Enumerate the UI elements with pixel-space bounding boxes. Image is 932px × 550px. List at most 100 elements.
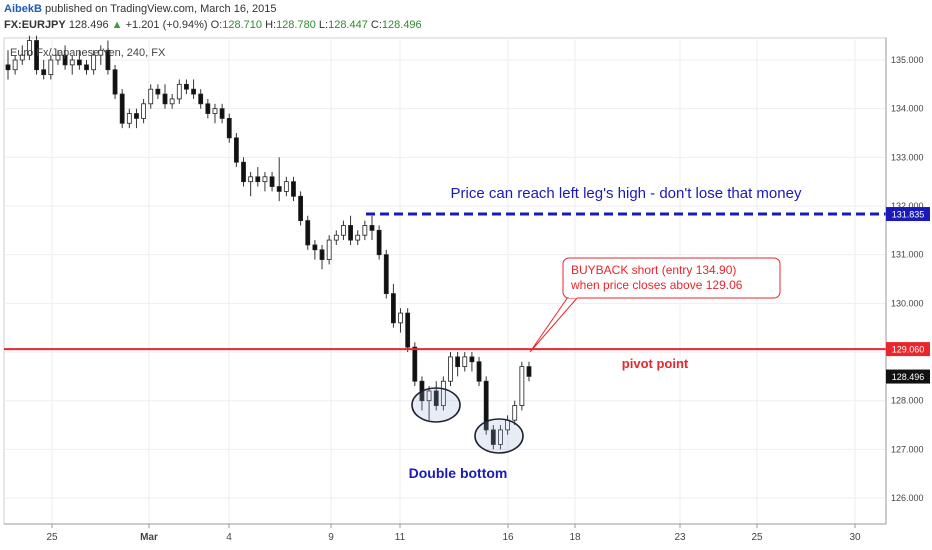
candle-body bbox=[27, 40, 32, 56]
price-tags: 131.835 129.060 128.496 bbox=[886, 207, 930, 384]
resistance-note: Price can reach left leg's high - don't … bbox=[451, 185, 802, 202]
candle-body bbox=[141, 103, 147, 119]
symbol-label: FX:EURJPY bbox=[4, 19, 66, 31]
candle-body bbox=[469, 356, 475, 363]
candle-body bbox=[369, 225, 375, 231]
resistance-tag-label: 131.835 bbox=[892, 210, 925, 220]
publish-info: published on TradingView.com, March 16, … bbox=[44, 3, 277, 15]
candle-body bbox=[248, 176, 254, 183]
candle-body bbox=[476, 361, 482, 382]
candle-body bbox=[126, 113, 132, 124]
candle-body bbox=[219, 108, 225, 119]
y-tick-label: 135.000 bbox=[891, 55, 924, 65]
candle-body bbox=[440, 380, 446, 406]
price-levels: Price can reach left leg's high - don't … bbox=[4, 185, 886, 371]
candle-body bbox=[5, 64, 11, 71]
candle-body bbox=[12, 59, 18, 71]
candle-body bbox=[398, 312, 403, 324]
y-tick-label: 133.000 bbox=[891, 152, 924, 162]
candle-body bbox=[205, 103, 211, 114]
pivot-tag bbox=[886, 342, 930, 357]
x-tick-label: 30 bbox=[849, 532, 861, 543]
candle-body bbox=[426, 390, 432, 402]
candle-body bbox=[176, 83, 182, 100]
candle-body bbox=[448, 356, 453, 382]
candle-body bbox=[319, 249, 325, 260]
x-tick-label: 16 bbox=[502, 532, 514, 543]
low-value: 128.447 bbox=[328, 19, 368, 31]
x-tick-label: 25 bbox=[46, 532, 58, 543]
candle-body bbox=[19, 54, 25, 61]
candle-body bbox=[483, 380, 489, 431]
instrument-label: Euro Fx/Japanese Yen, 240, FX bbox=[10, 47, 166, 59]
last-price: 128.496 bbox=[68, 19, 109, 31]
candle-body bbox=[76, 59, 82, 66]
last-price-tag bbox=[886, 369, 930, 384]
double-bottom-label: Double bottom bbox=[409, 465, 508, 481]
x-tick-label: 11 bbox=[395, 532, 406, 543]
candle-body bbox=[191, 88, 196, 95]
candle-body bbox=[512, 405, 518, 421]
candle-body bbox=[119, 93, 125, 124]
x-tick-label: 18 bbox=[569, 532, 581, 543]
last-price-tag-label: 128.496 bbox=[892, 372, 925, 382]
candle-body bbox=[62, 54, 68, 66]
candle-body bbox=[333, 234, 339, 241]
x-tick-label: 23 bbox=[674, 532, 686, 543]
candle-body bbox=[184, 83, 189, 90]
candle-body bbox=[433, 390, 439, 406]
candle-body bbox=[198, 93, 204, 105]
candle-body bbox=[519, 366, 525, 406]
candle-body bbox=[376, 229, 382, 256]
candle-body bbox=[155, 88, 161, 95]
y-tick-label: 132.000 bbox=[891, 201, 924, 211]
candle-body bbox=[105, 49, 111, 71]
candle-body bbox=[269, 176, 275, 187]
candle-body bbox=[55, 54, 61, 61]
quote-header: FX:EURJPY 128.496 ▲ +1.201 (+0.94%) O:12… bbox=[4, 19, 422, 31]
candle-body bbox=[526, 366, 532, 377]
pivot-label: pivot point bbox=[622, 356, 689, 371]
candle-body bbox=[98, 49, 104, 56]
y-tick-label: 128.000 bbox=[891, 396, 924, 406]
price-change: +1.201 (+0.94%) bbox=[125, 19, 208, 31]
candle-body bbox=[355, 234, 361, 241]
candle-series bbox=[5, 35, 532, 450]
close-value: 128.496 bbox=[381, 19, 422, 31]
x-tick-label: 4 bbox=[226, 532, 232, 543]
candle-body bbox=[305, 220, 311, 246]
high-value: 128.780 bbox=[276, 19, 316, 31]
candle-body bbox=[226, 118, 232, 139]
candle-body bbox=[169, 98, 175, 105]
candle-body bbox=[283, 181, 289, 192]
candle-body bbox=[34, 40, 39, 71]
candle-body bbox=[148, 88, 154, 105]
candle-body bbox=[383, 254, 389, 295]
candle-body bbox=[69, 59, 75, 66]
candle-body bbox=[298, 195, 304, 222]
candle-body bbox=[291, 181, 296, 197]
y-axis[interactable]: 126.000127.000128.000129.000130.000131.0… bbox=[891, 55, 924, 503]
candle-body bbox=[241, 161, 246, 183]
candle-body bbox=[326, 239, 332, 260]
callout-line1: BUYBACK short (entry 134.90) bbox=[571, 263, 736, 277]
double-bottom-markers: Double bottom bbox=[409, 387, 524, 481]
candle-body bbox=[255, 176, 261, 183]
x-tick-label: 25 bbox=[751, 532, 763, 543]
resistance-tag bbox=[886, 207, 930, 222]
candle-body bbox=[91, 54, 97, 71]
x-tick-label: 9 bbox=[328, 532, 334, 543]
candle-body bbox=[498, 429, 503, 445]
candle-body bbox=[405, 312, 411, 348]
open-value: 128.710 bbox=[222, 19, 262, 31]
callout-box bbox=[562, 257, 781, 299]
candle-body bbox=[341, 225, 346, 236]
candle-body bbox=[462, 356, 468, 368]
candle-body bbox=[41, 69, 47, 76]
y-tick-label: 134.000 bbox=[891, 104, 924, 114]
x-axis[interactable]: 25 Mar 4 9 11 16 18 23 25 30 bbox=[46, 524, 861, 543]
author-link[interactable]: AibekB bbox=[4, 3, 42, 15]
candle-body bbox=[490, 429, 496, 445]
candle-body bbox=[276, 186, 282, 192]
